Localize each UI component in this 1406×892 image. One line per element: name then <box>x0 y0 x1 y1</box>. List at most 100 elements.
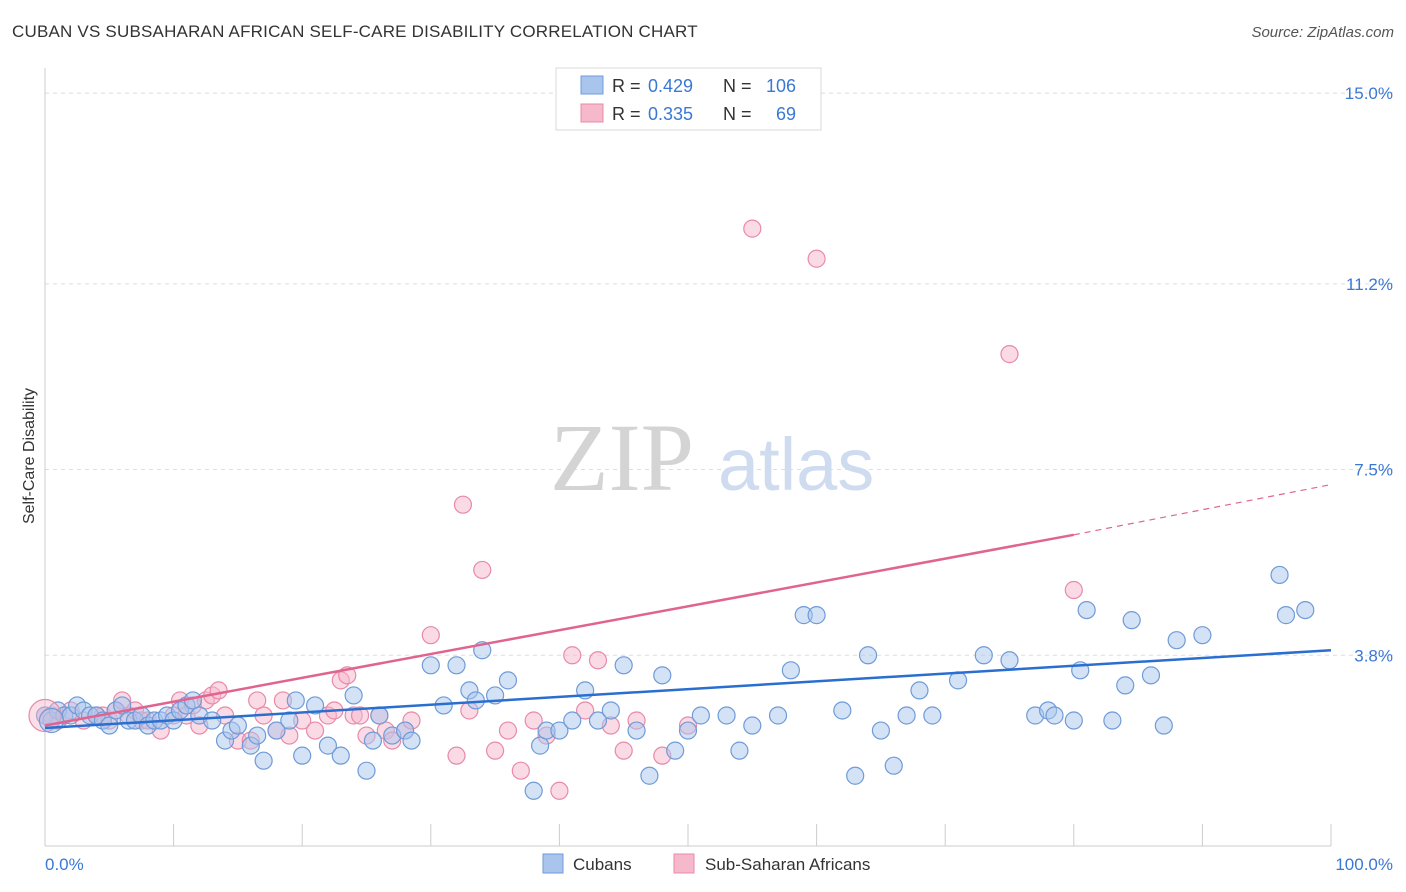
watermark-atlas: atlas <box>718 423 874 506</box>
ssa-point <box>563 646 582 665</box>
cuban-point <box>730 741 749 760</box>
cuban-point <box>897 706 916 725</box>
cuban-point <box>614 656 633 675</box>
ssa-point <box>1000 345 1019 364</box>
cuban-point <box>691 706 710 725</box>
cuban-point <box>1193 626 1212 645</box>
x-tick-label-max: 100.0% <box>1335 855 1393 874</box>
cuban-point <box>807 606 826 625</box>
cuban-point <box>653 666 672 685</box>
ssa-point <box>588 651 608 670</box>
cuban-point <box>678 721 698 740</box>
ssa-point <box>248 691 267 710</box>
cuban-point <box>781 661 800 680</box>
cuban-point <box>344 686 363 705</box>
trend-lines <box>44 484 1332 730</box>
cuban-point <box>1116 676 1135 695</box>
cuban-point <box>1276 606 1296 625</box>
legend-r-value-1: 0.429 <box>648 76 693 96</box>
ssa-trend-extension <box>1073 484 1332 536</box>
cuban-point <box>228 716 247 735</box>
cuban-point <box>974 646 993 665</box>
cuban-point <box>833 701 852 720</box>
cuban-point <box>531 736 550 755</box>
cuban-point <box>254 751 273 770</box>
ssa-point <box>614 741 633 760</box>
cuban-point <box>203 711 222 730</box>
legend: R = 0.429 N = 106 R = 0.335 N = 69 <box>555 67 822 131</box>
cuban-point <box>640 766 659 785</box>
bottom-legend-ssa: Sub-Saharan Africans <box>705 855 870 874</box>
ssa-point <box>576 701 595 720</box>
cuban-point <box>858 646 878 665</box>
cuban-point <box>1077 600 1096 620</box>
cuban-point <box>1000 651 1019 670</box>
cuban-point <box>563 711 582 730</box>
legend-r-label-2: R = <box>612 104 641 124</box>
source-label: Source: ZipAtlas.com <box>1251 24 1394 41</box>
cuban-point <box>550 721 569 740</box>
ssa-point <box>453 495 473 514</box>
cuban-point <box>318 736 338 755</box>
bottom-legend-swatch-cubans <box>542 853 564 874</box>
cuban-point <box>305 696 325 715</box>
x-tick-label-min: 0.0% <box>45 855 84 874</box>
cuban-point <box>1154 716 1173 735</box>
ssa-point <box>550 781 569 800</box>
cuban-point <box>1122 611 1141 630</box>
cuban-point <box>1045 706 1064 725</box>
cuban-point <box>524 781 543 800</box>
cuban-point <box>1103 711 1122 730</box>
cuban-point <box>421 656 440 675</box>
y-tick-label: 15.0% <box>1345 84 1393 103</box>
legend-swatch-cubans <box>580 75 604 95</box>
ssa-point <box>1064 580 1083 600</box>
grid-lines <box>45 92 1393 656</box>
ssa-point <box>473 560 492 580</box>
ssa-point <box>486 741 505 760</box>
cuban-point <box>370 706 389 725</box>
ssa-point <box>524 711 543 730</box>
legend-n-label-2: N = <box>723 104 752 124</box>
watermark-zip: ZIP <box>550 404 694 511</box>
watermark: ZIP atlas <box>550 404 874 511</box>
cuban-point <box>1167 631 1186 650</box>
cuban-point <box>884 756 903 775</box>
ssa-point <box>421 626 440 645</box>
bottom-legend-cubans: Cubans <box>573 855 632 874</box>
ssa-trend-line <box>44 533 1075 727</box>
cuban-point <box>871 721 891 740</box>
legend-swatch-ssa <box>580 103 604 123</box>
cuban-point <box>768 706 788 725</box>
cuban-point <box>357 761 376 780</box>
cuban-point <box>1141 666 1161 685</box>
cuban-point <box>601 701 620 720</box>
legend-n-value-1: 106 <box>766 76 796 96</box>
ssa-point <box>743 219 762 238</box>
legend-n-label-1: N = <box>723 76 752 96</box>
ssa-point <box>350 706 370 725</box>
ssa-point <box>305 721 325 740</box>
y-tick-label: 11.2% <box>1346 275 1393 294</box>
cuban-point <box>402 731 421 750</box>
cuban-point <box>717 706 736 725</box>
chart-title: CUBAN VS SUBSAHARAN AFRICAN SELF-CARE DI… <box>12 22 698 41</box>
cuban-point <box>267 721 286 740</box>
cuban-point <box>1270 565 1289 585</box>
legend-r-label-1: R = <box>612 76 641 96</box>
cuban-point <box>331 746 350 765</box>
legend-n-value-2: 69 <box>776 104 796 124</box>
bottom-legend: Cubans Sub-Saharan Africans <box>542 853 870 874</box>
x-ticks <box>173 824 1332 846</box>
cuban-point <box>588 711 608 730</box>
cuban-point <box>293 746 312 765</box>
y-tick-label: 7.5% <box>1354 461 1393 480</box>
cuban-point <box>910 681 929 700</box>
cuban-point-cluster <box>38 707 65 734</box>
cuban-point <box>743 716 762 735</box>
y-axis-label: Self-Care Disability <box>21 388 38 524</box>
cubans-trend-line <box>44 648 1332 730</box>
cuban-point <box>627 721 646 740</box>
cuban-point <box>286 691 305 710</box>
